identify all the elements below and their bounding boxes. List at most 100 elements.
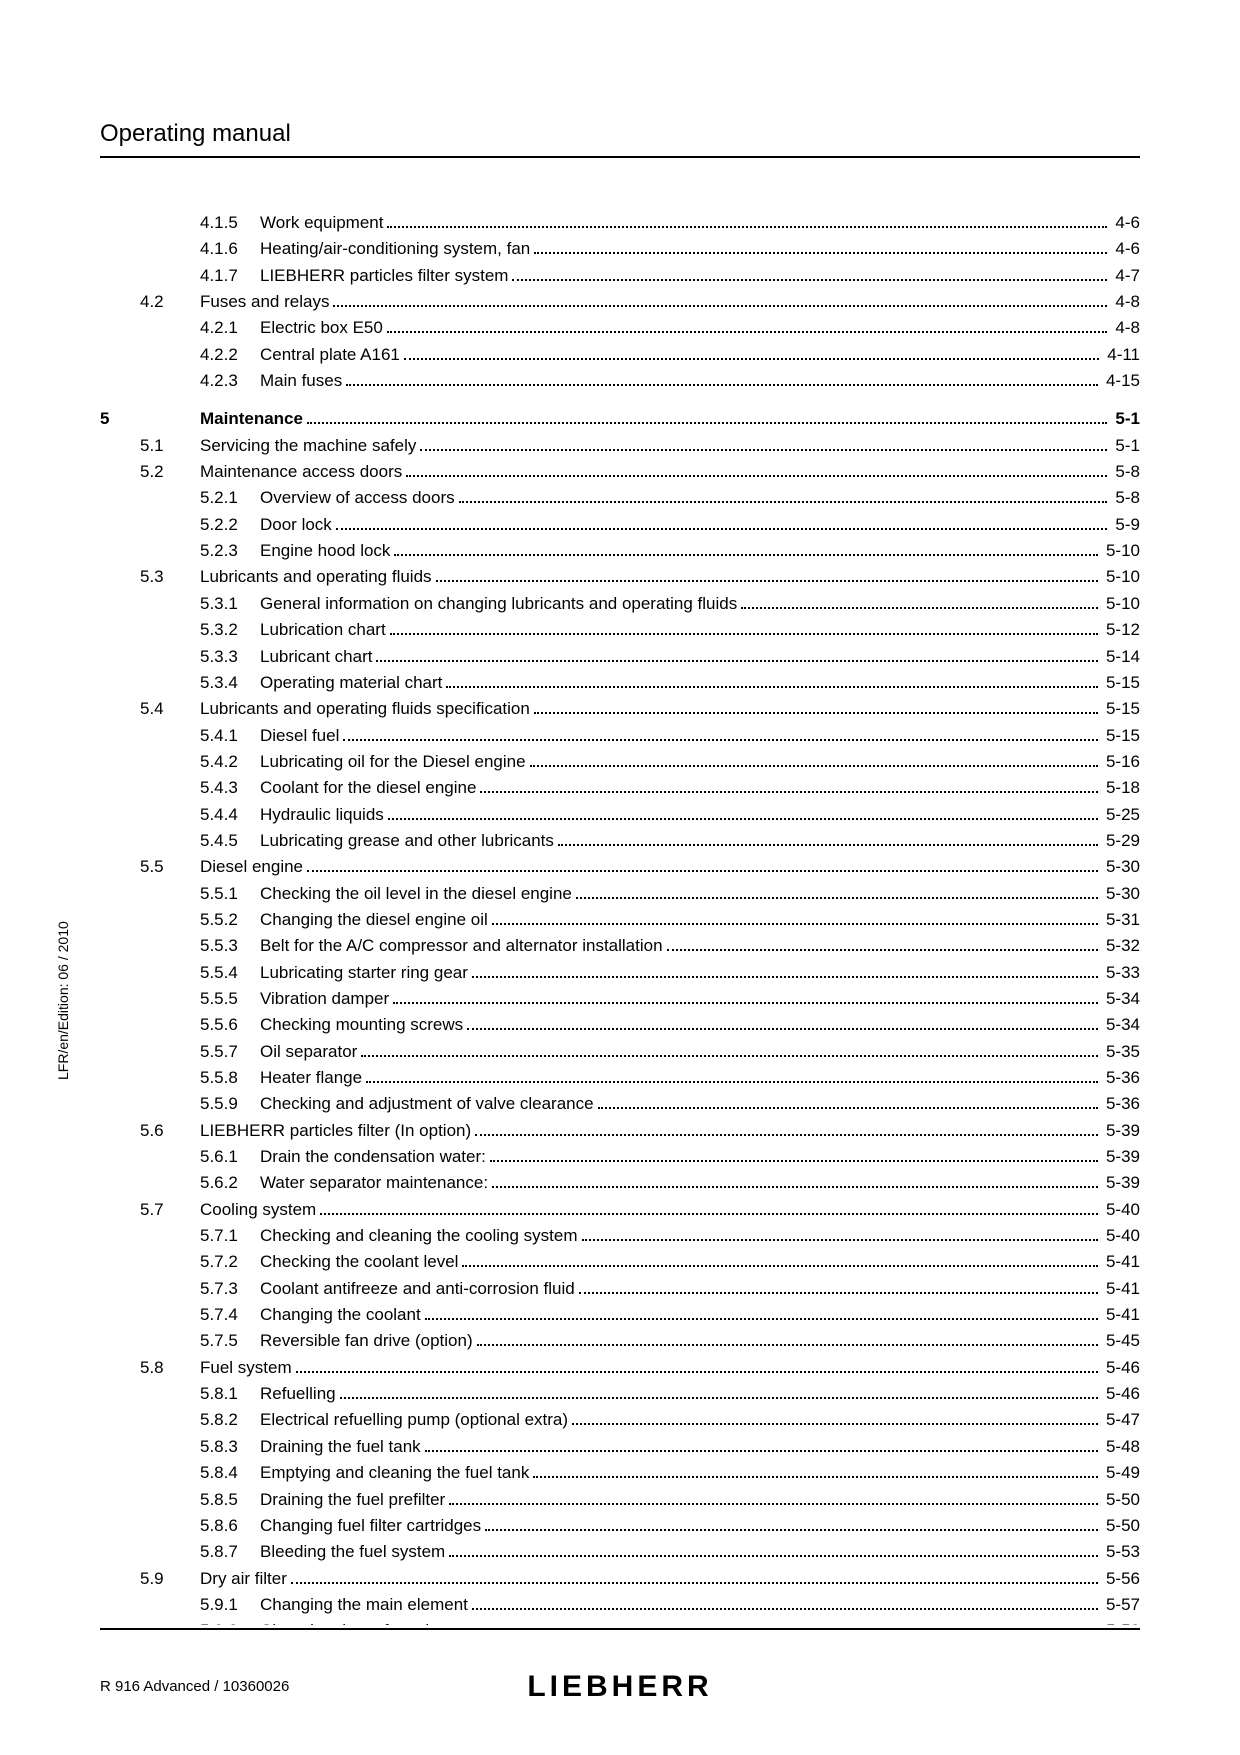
toc-row: 4.2.1Electric box E504-8 <box>100 315 1140 341</box>
toc-section-num: 4.2 <box>140 289 200 315</box>
toc-leader-dots <box>533 1465 1098 1479</box>
toc-title: Cooling system <box>200 1197 316 1223</box>
toc-title: Checking and cleaning the cooling system <box>260 1223 578 1249</box>
toc-sub-num: 4.1.6 <box>200 236 260 262</box>
toc-row: 5.7Cooling system5-40 <box>100 1197 1140 1223</box>
toc-page: 5-46 <box>1102 1381 1140 1407</box>
toc-row: 5.9Dry air filter5-56 <box>100 1566 1140 1592</box>
toc-row: 5.6.2Water separator maintenance:5-39 <box>100 1170 1140 1196</box>
toc-leader-dots <box>467 1017 1098 1031</box>
toc-section-num: 5.2 <box>140 459 200 485</box>
toc-title: Lubricating grease and other lubricants <box>260 828 554 854</box>
toc-page: 5-39 <box>1102 1144 1140 1170</box>
toc-sub-num: 5.2.1 <box>200 485 260 511</box>
toc-sub-num: 5.8.7 <box>200 1539 260 1565</box>
toc-row: 5.8.7Bleeding the fuel system5-53 <box>100 1539 1140 1565</box>
toc-page: 5-1 <box>1111 433 1140 459</box>
toc-sub-num: 5.5.1 <box>200 881 260 907</box>
toc-title: Diesel fuel <box>260 723 339 749</box>
toc-page: 5-49 <box>1102 1460 1140 1486</box>
toc-row: 5.4.4Hydraulic liquids5-25 <box>100 802 1140 828</box>
toc-page: 5-18 <box>1102 775 1140 801</box>
toc-title: Hydraulic liquids <box>260 802 384 828</box>
toc-leader-dots <box>667 938 1098 952</box>
toc-row: 5.8.6Changing fuel filter cartridges5-50 <box>100 1513 1140 1539</box>
toc-sub-num: 5.5.3 <box>200 933 260 959</box>
toc-page: 4-6 <box>1111 210 1140 236</box>
toc-page: 5-32 <box>1102 933 1140 959</box>
toc-title: Lubricants and operating fluids specific… <box>200 696 530 722</box>
toc-page: 5-15 <box>1102 723 1140 749</box>
toc-title: Lubrication chart <box>260 617 386 643</box>
toc-row: 5.3Lubricants and operating fluids5-10 <box>100 564 1140 590</box>
toc-title: Central plate A161 <box>260 342 400 368</box>
toc-row: 5.5.9Checking and adjustment of valve cl… <box>100 1091 1140 1117</box>
toc-sub-num: 5.4.2 <box>200 749 260 775</box>
toc-chapter-num: 5 <box>100 406 140 432</box>
toc-row: 5.8Fuel system5-46 <box>100 1355 1140 1381</box>
toc-row: 5.9.2Changing the safety element5-58 <box>100 1618 1140 1625</box>
toc-page: 5-50 <box>1102 1513 1140 1539</box>
toc-sub-num: 5.5.8 <box>200 1065 260 1091</box>
toc-row: 5.2Maintenance access doors5-8 <box>100 459 1140 485</box>
toc-title: Changing the coolant <box>260 1302 421 1328</box>
toc-row: 5.5Diesel engine 5-30 <box>100 854 1140 880</box>
toc-row: 5.1Servicing the machine safely5-1 <box>100 433 1140 459</box>
toc-title: Emptying and cleaning the fuel tank <box>260 1460 529 1486</box>
toc-row: 5.6LIEBHERR particles filter (In option)… <box>100 1118 1140 1144</box>
toc-page: 5-30 <box>1102 854 1140 880</box>
toc-page: 5-16 <box>1102 749 1140 775</box>
toc-title: Coolant for the diesel engine <box>260 775 476 801</box>
toc-page: 5-15 <box>1102 670 1140 696</box>
toc-page: 4-8 <box>1111 315 1140 341</box>
toc-title: Electric box E50 <box>260 315 383 341</box>
toc-page: 5-45 <box>1102 1328 1140 1354</box>
toc-page: 5-35 <box>1102 1039 1140 1065</box>
toc-title: LIEBHERR particles filter system <box>260 263 508 289</box>
toc-leader-dots <box>376 648 1098 662</box>
toc-leader-dots <box>558 832 1098 846</box>
toc-leader-dots <box>449 1544 1098 1558</box>
toc-leader-dots <box>340 1386 1098 1400</box>
toc-row: 4.2.3Main fuses4-15 <box>100 368 1140 394</box>
toc-content: 4.1.5Work equipment4-64.1.6Heating/air-c… <box>100 210 1140 1625</box>
toc-sub-num: 5.7.4 <box>200 1302 260 1328</box>
toc-row: 5.5.3Belt for the A/C compressor and alt… <box>100 933 1140 959</box>
toc-page: 5-10 <box>1102 538 1140 564</box>
toc-row: 5.5.4Lubricating starter ring gear5-33 <box>100 960 1140 986</box>
toc-title: Overview of access doors <box>260 485 455 511</box>
toc-page: 5-31 <box>1102 907 1140 933</box>
toc-section-num: 5.5 <box>140 854 200 880</box>
toc-title: Lubricating starter ring gear <box>260 960 468 986</box>
toc-title: Fuses and relays <box>200 289 329 315</box>
toc-sub-num: 5.5.4 <box>200 960 260 986</box>
toc-leader-dots <box>472 964 1098 978</box>
toc-title: Engine hood lock <box>260 538 390 564</box>
toc-leader-dots <box>333 293 1107 307</box>
toc-leader-dots <box>480 1623 1098 1625</box>
toc-title: Lubricating oil for the Diesel engine <box>260 749 526 775</box>
toc-sub-num: 5.4.3 <box>200 775 260 801</box>
toc-row: 5.6.1Drain the condensation water:5-39 <box>100 1144 1140 1170</box>
toc-row: 5Maintenance5-1 <box>100 406 1140 432</box>
toc-page: 5-47 <box>1102 1407 1140 1433</box>
toc-row: 4.2Fuses and relays4-8 <box>100 289 1140 315</box>
toc-sub-num: 5.5.9 <box>200 1091 260 1117</box>
toc-title: Changing the main element <box>260 1592 468 1618</box>
toc-row: 5.5.1Checking the oil level in the diese… <box>100 881 1140 907</box>
toc-sub-num: 5.6.1 <box>200 1144 260 1170</box>
toc-leader-dots <box>475 1122 1098 1136</box>
toc-row: 5.3.4Operating material chart5-15 <box>100 670 1140 696</box>
toc-sub-num: 5.8.3 <box>200 1434 260 1460</box>
toc-title: Diesel engine <box>200 854 303 880</box>
toc-page: 5-10 <box>1102 564 1140 590</box>
toc-title: Lubricant chart <box>260 644 372 670</box>
toc-page: 4-6 <box>1111 236 1140 262</box>
toc-page: 5-53 <box>1102 1539 1140 1565</box>
toc-sub-num: 5.4.5 <box>200 828 260 854</box>
page-header: Operating manual <box>100 120 1140 158</box>
toc-title: Checking mounting screws <box>260 1012 463 1038</box>
toc-title: Fuel system <box>200 1355 292 1381</box>
toc-title: Oil separator <box>260 1039 357 1065</box>
toc-row: 5.5.8Heater flange5-36 <box>100 1065 1140 1091</box>
